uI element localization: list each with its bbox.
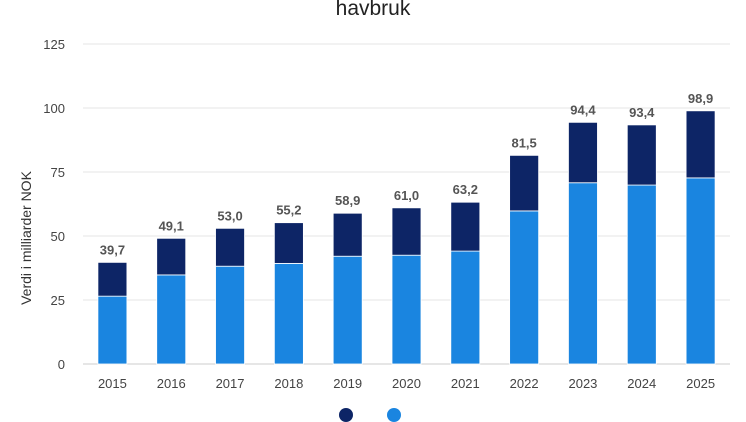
bar-segment-series-0[interactable] xyxy=(450,250,481,365)
y-tick-label: 100 xyxy=(43,101,65,116)
legend-swatch-icon xyxy=(387,408,401,422)
data-label: 63,2 xyxy=(453,182,478,197)
chart-title: havbruk xyxy=(335,0,411,20)
y-axis-ticks: 0 25 50 75 100 125 xyxy=(43,37,65,372)
legend-item-1[interactable] xyxy=(387,408,407,422)
bar-segment-series-1[interactable] xyxy=(568,121,598,184)
bar-segment-series-0[interactable] xyxy=(568,182,598,365)
bar-segment-series-0[interactable] xyxy=(273,262,304,365)
x-tick-label: 2019 xyxy=(333,376,362,391)
y-axis-label: Verdi i milliarder NOK xyxy=(18,170,34,304)
data-label: 55,2 xyxy=(276,203,301,218)
bar-segment-series-0[interactable] xyxy=(685,177,716,365)
data-label: 94,4 xyxy=(570,102,596,117)
bar-segment-series-1[interactable] xyxy=(450,201,481,252)
x-tick-label: 2025 xyxy=(686,376,715,391)
data-labels: 39,7 49,1 53,0 55,2 58,9 61,0 63,2 81,5 94,4 93,4… xyxy=(100,91,713,258)
bar-segment-series-0[interactable] xyxy=(97,295,128,365)
data-label: 58,9 xyxy=(335,193,360,208)
data-label: 49,1 xyxy=(159,218,184,233)
x-tick-label: 2023 xyxy=(568,376,597,391)
y-tick-label: 75 xyxy=(51,165,65,180)
bar-segment-series-0[interactable] xyxy=(156,274,187,365)
y-tick-label: 0 xyxy=(58,357,65,372)
bar-segment-series-1[interactable] xyxy=(391,207,422,256)
x-axis-ticks: 2015 2016 2017 2018 2019 2020 2021 2022 2023 2024… xyxy=(98,376,715,391)
x-tick-label: 2015 xyxy=(98,376,127,391)
bar-segment-series-0[interactable] xyxy=(626,184,657,365)
bar-segment-series-0[interactable] xyxy=(332,255,363,365)
bar-segment-series-1[interactable] xyxy=(273,222,304,264)
legend-swatch-icon xyxy=(339,408,353,422)
bar-segment-series-1[interactable] xyxy=(156,237,187,276)
x-tick-label: 2022 xyxy=(510,376,539,391)
data-label: 53,0 xyxy=(217,208,242,223)
data-label: 98,9 xyxy=(688,91,713,106)
y-tick-label: 125 xyxy=(43,37,65,52)
bar-segment-series-1[interactable] xyxy=(626,124,657,186)
legend-item-0[interactable] xyxy=(339,408,359,422)
x-tick-label: 2021 xyxy=(451,376,480,391)
data-label: 81,5 xyxy=(511,135,536,150)
data-label: 39,7 xyxy=(100,242,125,257)
x-tick-label: 2018 xyxy=(274,376,303,391)
x-tick-label: 2020 xyxy=(392,376,421,391)
bar-segment-series-1[interactable] xyxy=(509,154,540,212)
bar-segment-series-0[interactable] xyxy=(391,254,422,365)
data-label: 61,0 xyxy=(394,188,419,203)
bar-segment-series-1[interactable] xyxy=(97,261,128,297)
data-label: 93,4 xyxy=(629,105,655,120)
bar-segment-series-0[interactable] xyxy=(215,265,245,365)
y-tick-label: 50 xyxy=(51,229,65,244)
x-tick-label: 2016 xyxy=(157,376,186,391)
bar-segment-series-1[interactable] xyxy=(215,227,245,267)
x-tick-label: 2017 xyxy=(216,376,245,391)
legend xyxy=(0,408,746,422)
bar-segment-series-1[interactable] xyxy=(332,212,363,257)
bar-segment-series-1[interactable] xyxy=(685,110,716,179)
bar-segment-series-0[interactable] xyxy=(509,210,540,365)
bars xyxy=(97,110,716,365)
x-tick-label: 2024 xyxy=(627,376,656,391)
y-tick-label: 25 xyxy=(51,293,65,308)
